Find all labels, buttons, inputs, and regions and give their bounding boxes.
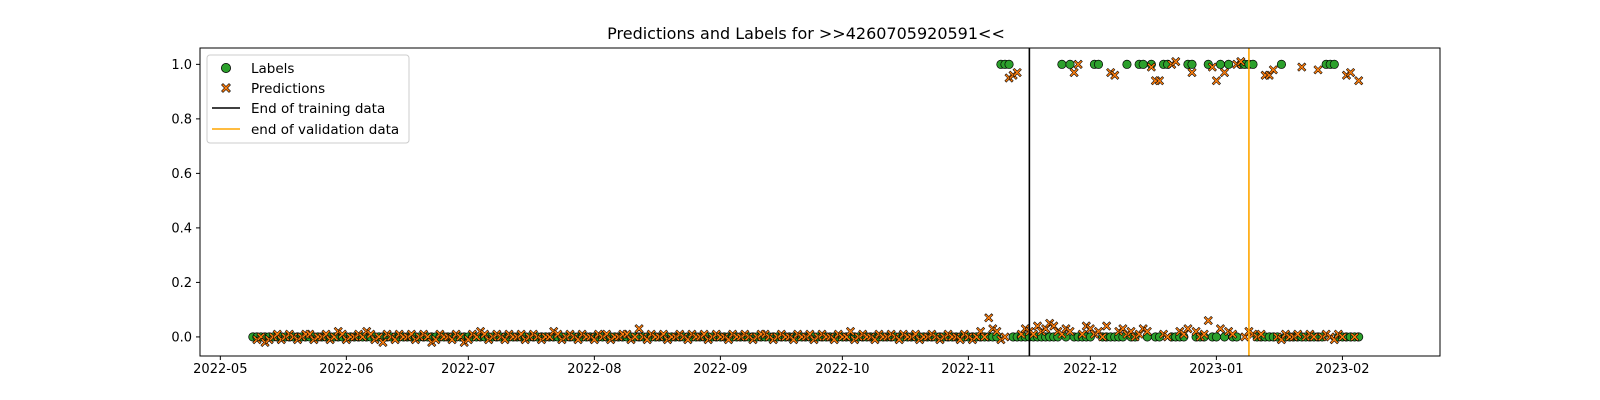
label-point xyxy=(1122,59,1132,69)
prediction-point xyxy=(1203,315,1213,326)
x-tick-label: 2022-10 xyxy=(815,362,869,377)
prediction-point xyxy=(1199,329,1209,339)
y-tick-label: 0.0 xyxy=(171,330,192,345)
prediction-point xyxy=(1187,67,1197,78)
prediction-point xyxy=(1146,62,1156,72)
y-tick-label: 0.6 xyxy=(171,167,192,182)
x-tick-label: 2022-07 xyxy=(441,362,495,377)
prediction-point xyxy=(1069,67,1079,78)
x-tick-label: 2022-08 xyxy=(567,362,621,377)
label-point xyxy=(1057,59,1067,69)
prediction-point xyxy=(1012,67,1022,78)
label-point xyxy=(1187,59,1197,69)
y-tick-label: 1.0 xyxy=(171,58,192,73)
prediction-point xyxy=(1110,70,1120,80)
prediction-point xyxy=(1211,76,1221,86)
label-point xyxy=(1276,59,1286,69)
legend-predictions-text: Predictions xyxy=(251,81,325,97)
legend-training-text: End of training data xyxy=(251,101,385,117)
label-point xyxy=(1004,59,1014,69)
prediction-point xyxy=(1065,326,1075,337)
prediction-point xyxy=(1345,67,1356,78)
legend-labels-marker xyxy=(220,63,231,74)
label-point xyxy=(1211,332,1221,342)
axes: 0.0 0.2 0.4 0.6 0.8 1.0 2022-05 2022-06 2022-07 2… xyxy=(171,58,1369,377)
label-point xyxy=(1248,59,1258,69)
prediction-point xyxy=(1183,324,1193,334)
x-tick-label: 2022-12 xyxy=(1063,362,1117,377)
prediction-point xyxy=(1102,321,1112,331)
prediction-point xyxy=(1313,65,1323,75)
legend-labels-text: Labels xyxy=(251,61,294,77)
prediction-point xyxy=(1354,76,1364,86)
prediction-point xyxy=(1293,329,1303,339)
legend-box xyxy=(206,54,410,144)
prediction-point xyxy=(1163,332,1173,342)
legend-validation-text: end of validation data xyxy=(251,122,399,138)
prediction-point xyxy=(378,337,388,347)
plot-frame xyxy=(199,47,1441,357)
legend: Labels Predictions End of training data … xyxy=(206,54,410,144)
prediction-point xyxy=(1228,329,1238,339)
label-point xyxy=(1138,59,1148,69)
x-tick-label: 2022-05 xyxy=(193,362,247,377)
prediction-point xyxy=(1207,62,1217,72)
prediction-point xyxy=(1256,329,1266,339)
x-tick-label: 2022-09 xyxy=(693,362,747,377)
prediction-point xyxy=(1297,62,1307,72)
x-tick-label: 2022-06 xyxy=(319,362,373,377)
prediction-point xyxy=(1171,57,1181,67)
prediction-point xyxy=(1215,324,1226,334)
legend-predictions-marker xyxy=(221,83,231,93)
plot-area xyxy=(248,48,1364,356)
label-point xyxy=(1224,59,1234,69)
x-tick-label: 2023-02 xyxy=(1315,362,1369,377)
label-point xyxy=(1329,59,1339,69)
prediction-point xyxy=(1097,332,1108,342)
prediction-point xyxy=(1236,57,1246,67)
prediction-point xyxy=(1337,332,1348,342)
prediction-point xyxy=(1077,329,1087,339)
prediction-point xyxy=(980,332,990,342)
prediction-point xyxy=(1350,332,1360,342)
prediction-point xyxy=(984,313,994,323)
prediction-point xyxy=(634,324,644,334)
prediction-point xyxy=(1154,76,1165,86)
chart-title: Predictions and Labels for >>42607059205… xyxy=(607,24,1005,43)
label-point xyxy=(1215,59,1226,69)
prediction-point xyxy=(1000,332,1010,342)
prediction-point xyxy=(1219,67,1230,78)
x-tick-label: 2023-01 xyxy=(1189,362,1243,377)
y-tick-label: 0.2 xyxy=(171,276,192,291)
x-tick-label: 2022-11 xyxy=(941,362,995,377)
label-point xyxy=(1093,59,1104,69)
y-tick-label: 0.4 xyxy=(171,221,192,236)
prediction-point xyxy=(1142,326,1152,337)
prediction-point xyxy=(1073,59,1083,69)
label-point xyxy=(1065,59,1075,69)
y-tick-label: 0.8 xyxy=(171,112,192,127)
prediction-point xyxy=(1268,65,1278,75)
